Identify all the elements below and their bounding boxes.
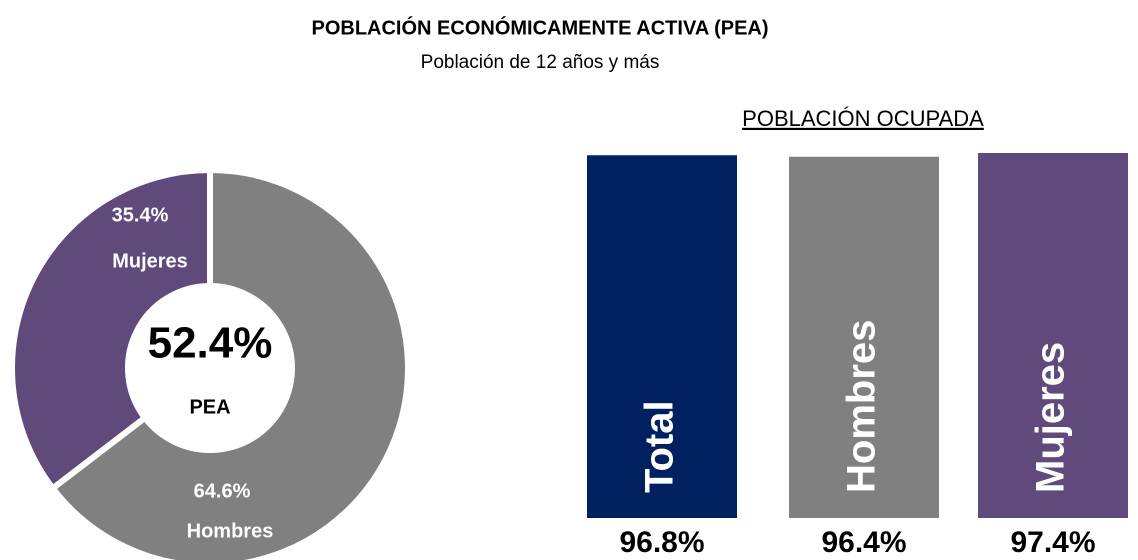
bar-category-label: Total xyxy=(638,400,682,493)
bar-value-label: 96.8% xyxy=(619,526,704,559)
bar-value-label: 96.4% xyxy=(821,526,906,559)
donut-slice xyxy=(48,166,411,560)
bar xyxy=(587,155,737,518)
donut-slice xyxy=(9,166,213,493)
donut-hole xyxy=(131,289,289,447)
title: POBLACIÓN ECONÓMICAMENTE ACTIVA (PEA) xyxy=(311,15,768,39)
bar xyxy=(789,156,939,518)
slice-value-label: 35.4% xyxy=(112,204,169,226)
subtitle: Población de 12 años y más xyxy=(421,52,660,73)
bar-value-label: 97.4% xyxy=(1010,526,1095,559)
bar-category-label: Hombres xyxy=(840,320,884,493)
slice-category-label: Hombres xyxy=(187,520,274,542)
slice-value-label: 64.6% xyxy=(194,480,251,502)
center-label: 52.4% xyxy=(148,319,273,368)
bar-title: POBLACIÓN OCUPADA xyxy=(742,106,984,131)
slice-category-label: Mujeres xyxy=(112,250,188,272)
bar-category-label: Mujeres xyxy=(1029,342,1073,493)
center-sublabel: PEA xyxy=(189,396,230,418)
bar xyxy=(978,153,1128,518)
